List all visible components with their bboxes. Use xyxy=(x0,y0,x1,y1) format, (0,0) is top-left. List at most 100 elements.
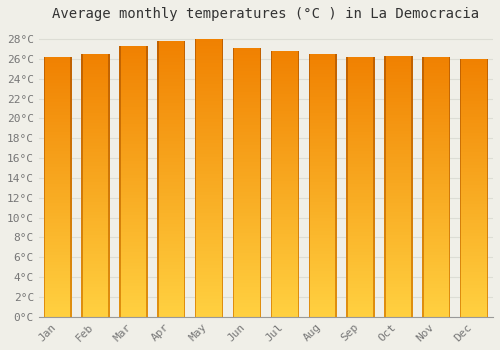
Bar xyxy=(260,266,261,270)
Bar xyxy=(460,117,462,120)
Bar xyxy=(184,268,186,272)
Bar xyxy=(298,117,299,121)
Bar xyxy=(346,70,375,73)
Bar xyxy=(270,244,272,247)
Bar xyxy=(449,141,450,145)
Bar xyxy=(233,280,261,283)
Bar xyxy=(146,127,148,131)
Bar xyxy=(233,105,261,108)
Bar xyxy=(411,62,412,66)
Bar xyxy=(44,196,45,200)
Bar xyxy=(44,209,72,213)
Bar xyxy=(195,268,196,272)
Bar xyxy=(108,281,110,284)
Bar xyxy=(184,224,186,227)
Bar xyxy=(119,97,148,100)
Bar xyxy=(270,310,272,314)
Bar xyxy=(308,90,310,93)
Bar xyxy=(195,39,196,42)
Bar xyxy=(184,310,186,313)
Bar xyxy=(373,105,375,109)
Bar xyxy=(108,110,110,113)
Bar xyxy=(384,69,386,72)
Bar xyxy=(487,252,488,256)
Bar xyxy=(346,122,375,125)
Bar xyxy=(233,216,261,219)
Bar xyxy=(346,154,375,158)
Bar xyxy=(157,196,186,200)
Bar xyxy=(336,267,337,271)
Bar xyxy=(460,265,462,268)
Bar xyxy=(411,137,412,141)
Bar xyxy=(119,293,121,296)
Bar xyxy=(460,120,462,123)
Bar xyxy=(146,273,148,276)
Bar xyxy=(422,135,450,138)
Bar xyxy=(270,127,272,131)
Bar xyxy=(222,91,224,94)
Bar xyxy=(82,310,83,314)
Bar xyxy=(222,174,224,178)
Bar xyxy=(460,152,462,155)
Bar xyxy=(373,158,375,161)
Bar xyxy=(70,174,72,177)
Bar xyxy=(70,99,72,102)
Bar xyxy=(346,125,375,128)
Bar xyxy=(346,252,375,255)
Bar xyxy=(460,94,462,98)
Bar xyxy=(336,133,337,136)
Bar xyxy=(184,162,186,165)
Bar xyxy=(422,239,450,242)
Bar xyxy=(270,54,299,57)
Bar xyxy=(336,110,337,113)
Bar xyxy=(260,125,261,128)
Bar xyxy=(336,189,337,192)
Bar xyxy=(195,247,196,251)
Bar xyxy=(260,303,261,307)
Bar xyxy=(308,303,310,307)
Bar xyxy=(270,68,272,71)
Bar xyxy=(233,125,261,128)
Bar xyxy=(222,282,224,286)
Bar xyxy=(157,62,186,65)
Bar xyxy=(108,244,110,248)
Bar xyxy=(346,291,375,294)
Bar xyxy=(82,93,110,97)
Bar xyxy=(308,126,310,130)
Bar xyxy=(70,154,72,158)
Bar xyxy=(108,178,110,182)
Bar xyxy=(222,94,224,98)
Bar xyxy=(44,76,72,79)
Bar xyxy=(70,314,72,317)
Bar xyxy=(373,278,375,281)
Bar xyxy=(44,268,45,271)
Bar xyxy=(44,245,72,248)
Bar xyxy=(346,297,348,301)
Bar xyxy=(449,229,450,232)
Bar xyxy=(146,246,148,249)
Bar xyxy=(119,181,121,185)
Bar xyxy=(270,217,299,220)
Bar xyxy=(460,275,462,278)
Bar xyxy=(422,73,424,76)
Bar xyxy=(460,107,488,110)
Bar xyxy=(270,227,299,230)
Bar xyxy=(157,210,186,214)
Bar xyxy=(460,65,488,69)
Bar xyxy=(70,245,72,248)
Bar xyxy=(422,236,450,239)
Bar xyxy=(384,167,412,170)
Bar xyxy=(270,114,299,117)
Bar xyxy=(146,289,148,293)
Bar xyxy=(119,144,148,147)
Bar xyxy=(184,231,186,234)
Bar xyxy=(184,89,186,93)
Bar xyxy=(44,102,45,106)
Bar xyxy=(449,307,450,310)
Bar xyxy=(108,166,110,169)
Bar xyxy=(308,284,310,287)
Bar xyxy=(460,291,488,294)
Bar xyxy=(270,147,272,150)
Bar xyxy=(460,88,462,91)
Bar xyxy=(422,57,424,60)
